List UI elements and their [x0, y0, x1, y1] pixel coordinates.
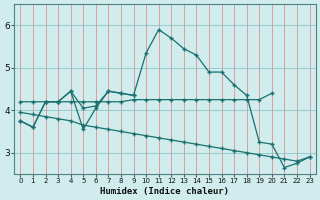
X-axis label: Humidex (Indice chaleur): Humidex (Indice chaleur)	[100, 187, 229, 196]
